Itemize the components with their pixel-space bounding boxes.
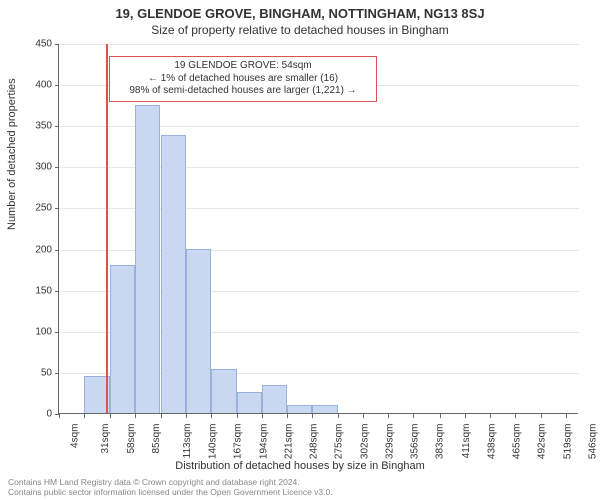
annotation-box: 19 GLENDOE GROVE: 54sqm← 1% of detached …: [109, 56, 377, 102]
xtick-label: 519sqm: [562, 424, 573, 460]
ytick-label: 150: [12, 285, 52, 296]
xtick-label: 221sqm: [284, 424, 295, 460]
histogram-bar: [110, 265, 135, 413]
footer-line-2: Contains public sector information licen…: [8, 488, 333, 497]
ytick-label: 250: [12, 203, 52, 214]
xtick-label: 113sqm: [182, 424, 193, 459]
xtick-mark: [211, 414, 212, 418]
xtick-label: 302sqm: [359, 424, 370, 460]
histogram-bar: [287, 405, 312, 413]
ytick-mark: [55, 167, 59, 168]
xtick-label: 411sqm: [460, 424, 471, 459]
xtick-mark: [363, 414, 364, 418]
xtick-mark: [440, 414, 441, 418]
ytick-mark: [55, 208, 59, 209]
annotation-line: ← 1% of detached houses are smaller (16): [116, 73, 370, 86]
histogram-bar: [186, 249, 211, 413]
xtick-mark: [388, 414, 389, 418]
chart-title: 19, GLENDOE GROVE, BINGHAM, NOTTINGHAM, …: [0, 0, 600, 21]
ytick-mark: [55, 373, 59, 374]
footer-attribution: Contains HM Land Registry data © Crown c…: [8, 478, 333, 497]
xtick-label: 465sqm: [512, 424, 523, 460]
ytick-mark: [55, 291, 59, 292]
ytick-mark: [55, 126, 59, 127]
xtick-mark: [566, 414, 567, 418]
xtick-label: 356sqm: [410, 424, 421, 460]
xtick-mark: [84, 414, 85, 418]
xtick-mark: [262, 414, 263, 418]
histogram-bar: [135, 105, 160, 413]
xtick-mark: [312, 414, 313, 418]
ytick-mark: [55, 250, 59, 251]
xtick-mark: [490, 414, 491, 418]
xtick-label: 167sqm: [233, 424, 244, 460]
ytick-label: 50: [12, 367, 52, 378]
xtick-label: 194sqm: [258, 424, 269, 460]
histogram-bar: [211, 369, 236, 413]
xtick-label: 248sqm: [309, 424, 320, 460]
xtick-label: 546sqm: [587, 424, 598, 460]
ytick-label: 200: [12, 244, 52, 255]
ytick-label: 100: [12, 326, 52, 337]
annotation-line: 98% of semi-detached houses are larger (…: [116, 85, 370, 98]
xtick-mark: [515, 414, 516, 418]
xtick-label: 438sqm: [486, 424, 497, 460]
xtick-mark: [541, 414, 542, 418]
ytick-mark: [55, 332, 59, 333]
ytick-label: 400: [12, 80, 52, 91]
xtick-mark: [237, 414, 238, 418]
chart-subtitle: Size of property relative to detached ho…: [0, 21, 600, 41]
histogram-bar: [262, 385, 287, 413]
xtick-label: 383sqm: [435, 424, 446, 460]
xtick-label: 85sqm: [151, 424, 162, 454]
ytick-mark: [55, 85, 59, 86]
xtick-mark: [59, 414, 60, 418]
xtick-label: 492sqm: [537, 424, 548, 460]
xtick-mark: [110, 414, 111, 418]
histogram-bar: [312, 405, 337, 413]
xtick-label: 329sqm: [385, 424, 396, 460]
xtick-mark: [186, 414, 187, 418]
xtick-mark: [135, 414, 136, 418]
ytick-label: 300: [12, 162, 52, 173]
plot-area: 0501001502002503003504004504sqm31sqm58sq…: [58, 44, 578, 414]
xtick-mark: [287, 414, 288, 418]
ytick-mark: [55, 44, 59, 45]
xtick-mark: [161, 414, 162, 418]
xtick-label: 140sqm: [208, 424, 219, 460]
histogram-bar: [237, 392, 262, 413]
xtick-mark: [338, 414, 339, 418]
ytick-label: 350: [12, 121, 52, 132]
x-axis-label: Distribution of detached houses by size …: [0, 460, 600, 472]
ytick-label: 0: [12, 409, 52, 420]
histogram-bar: [161, 135, 186, 413]
xtick-label: 58sqm: [126, 424, 137, 454]
xtick-mark: [465, 414, 466, 418]
gridline: [59, 44, 579, 45]
xtick-label: 4sqm: [69, 424, 80, 448]
property-marker-line: [106, 44, 108, 413]
annotation-line: 19 GLENDOE GROVE: 54sqm: [116, 60, 370, 73]
xtick-mark: [413, 414, 414, 418]
xtick-label: 31sqm: [100, 424, 111, 454]
xtick-label: 275sqm: [334, 424, 345, 460]
ytick-label: 450: [12, 39, 52, 50]
